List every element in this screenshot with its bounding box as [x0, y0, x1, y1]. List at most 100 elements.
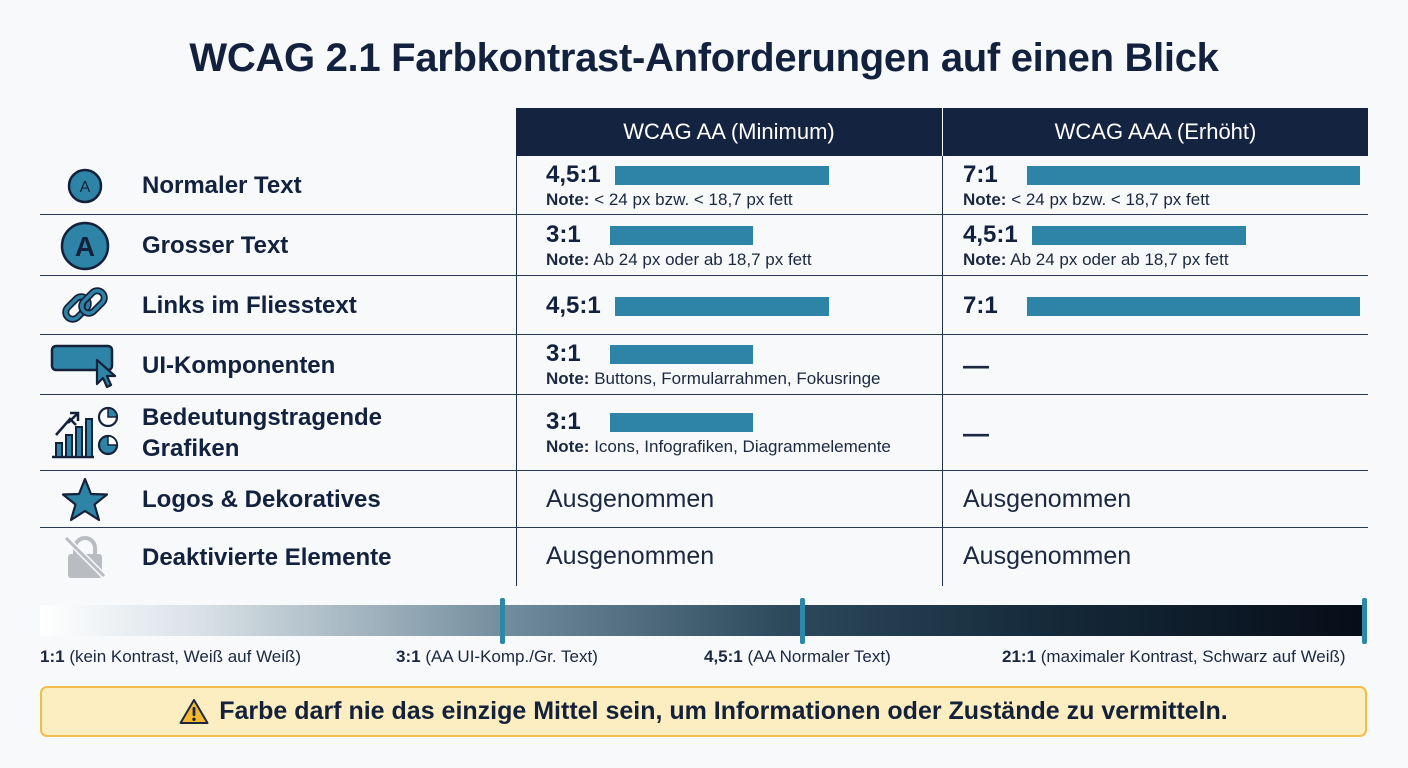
- row-label: Grosser Text: [142, 232, 289, 259]
- link-icon-wrap: [50, 276, 120, 335]
- note-text: Ab 24 px oder ab 18,7 px fett: [1010, 250, 1229, 269]
- ratio-value: 3:1: [546, 408, 581, 435]
- ratio-value: 4,5:1: [546, 292, 601, 319]
- contrast-scale-gradient: [40, 605, 1364, 636]
- excluded-label: Ausgenommen: [546, 485, 715, 513]
- scale-desc: (AA Normaler Text): [747, 647, 891, 666]
- ui-component-cursor-icon: [50, 344, 117, 388]
- cell-aaa: Ausgenommen: [963, 542, 1363, 571]
- scale-desc: (kein Kontrast, Weiß auf Weiß): [69, 647, 302, 666]
- scale-desc: (maximaler Kontrast, Schwarz auf Weiß): [1040, 647, 1346, 666]
- requirement-note: Note: Ab 24 px oder ab 18,7 px fett: [546, 250, 936, 270]
- scale-ratio: 4,5:1: [704, 647, 743, 666]
- ratio-line: 7:1: [963, 161, 1363, 189]
- contrast-bar: [610, 225, 753, 245]
- cell-aa: Ausgenommen: [546, 485, 936, 514]
- cell-aaa: Ausgenommen: [963, 485, 1363, 514]
- link-icon: [62, 286, 108, 323]
- row-label: Normaler Text: [142, 172, 302, 199]
- warning-banner: Farbe darf nie das einzige Mittel sein, …: [40, 686, 1367, 737]
- requirement-note: Note: Buttons, Formularrahmen, Fokusring…: [546, 369, 936, 389]
- scale-desc: (AA UI-Komp./Gr. Text): [425, 647, 598, 666]
- note-text: < 24 px bzw. < 18,7 px fett: [594, 190, 793, 209]
- star-icon: [61, 477, 109, 521]
- chart-icon-wrap: [50, 395, 120, 471]
- contrast-bar: [1027, 296, 1360, 316]
- table-row: A Grosser Text 3:1 Note: Ab 24 px oder ab 1…: [40, 215, 1368, 276]
- ratio-value: 4,5:1: [546, 161, 601, 188]
- cell-aa: Ausgenommen: [546, 542, 936, 571]
- svg-text:A: A: [80, 179, 91, 196]
- scale-label: 21:1 (maximaler Kontrast, Schwarz auf We…: [1002, 647, 1346, 667]
- scale-ratio: 3:1: [396, 647, 421, 666]
- note-text: Ab 24 px oder ab 18,7 px fett: [593, 250, 812, 269]
- table-row: UI-Komponenten 3:1 Note: Buttons, Formular…: [40, 335, 1368, 395]
- svg-text:A: A: [75, 231, 95, 262]
- cell-aaa: 4,5:1 Note: Ab 24 px oder ab 18,7 px fett: [963, 221, 1363, 270]
- scale-label: 3:1 (AA UI-Komp./Gr. Text): [396, 647, 598, 667]
- table-row: Bedeutungstragende Grafiken 3:1 Note: Icon…: [40, 395, 1368, 471]
- note-label: Note:: [546, 437, 590, 456]
- excluded-label: Ausgenommen: [963, 542, 1132, 570]
- column-divider-aa: [516, 156, 517, 586]
- note-text: Buttons, Formularrahmen, Fokusringe: [594, 369, 881, 388]
- scale-ratio: 1:1: [40, 647, 65, 666]
- ratio-value: 7:1: [963, 161, 998, 188]
- warning-text: Farbe darf nie das einzige Mittel sein, …: [219, 697, 1228, 725]
- requirement-note: Note: Icons, Infografiken, Diagrammeleme…: [546, 437, 936, 457]
- table-row: A Normaler Text 4,5:1 Note: < 24 px bzw. < …: [40, 156, 1368, 215]
- lock-disabled-icon: [63, 535, 107, 579]
- letter-a-small-icon-wrap: A: [50, 156, 120, 215]
- warning-icon: [179, 699, 209, 724]
- scale-ratio: 21:1: [1002, 647, 1037, 666]
- contrast-bar: [1031, 225, 1246, 245]
- cell-aa: 3:1 Note: Buttons, Formularrahmen, Fokusr…: [546, 340, 936, 389]
- contrast-bar: [614, 165, 829, 185]
- chart-icon: [52, 406, 119, 459]
- scale-label: 1:1 (kein Kontrast, Weiß auf Weiß): [40, 647, 301, 667]
- ratio-line: 3:1: [546, 221, 936, 249]
- table-row: Deaktivierte Elemente Ausgenommen Ausgenom…: [40, 528, 1368, 586]
- note-label: Note:: [963, 250, 1007, 269]
- cell-aaa: —: [963, 350, 1363, 381]
- requirement-note: Note: < 24 px bzw. < 18,7 px fett: [963, 190, 1363, 210]
- ratio-line: 4,5:1: [546, 161, 936, 189]
- note-label: Note:: [963, 190, 1007, 209]
- scale-tick: [500, 598, 505, 644]
- requirement-note: Note: < 24 px bzw. < 18,7 px fett: [546, 190, 936, 210]
- ratio-value: 3:1: [546, 221, 581, 248]
- star-icon-wrap: [50, 471, 120, 528]
- excluded-label: Ausgenommen: [963, 485, 1132, 513]
- ratio-value: 7:1: [963, 292, 998, 319]
- contrast-table: WCAG AA (Minimum) WCAG AAA (Erhöht) A Nor…: [40, 108, 1368, 586]
- ratio-value: 3:1: [546, 340, 581, 367]
- note-text: < 24 px bzw. < 18,7 px fett: [1011, 190, 1210, 209]
- note-label: Note:: [546, 369, 590, 388]
- column-divider-aaa: [942, 156, 943, 586]
- cell-aa: 4,5:1: [546, 292, 936, 320]
- cell-aaa: —: [963, 418, 1363, 449]
- row-label: Logos & Dekoratives: [142, 486, 381, 513]
- ratio-line: 3:1: [546, 408, 936, 436]
- cell-aa: 3:1 Note: Ab 24 px oder ab 18,7 px fett: [546, 221, 936, 270]
- cell-aaa: 7:1: [963, 292, 1363, 320]
- scale-label: 4,5:1 (AA Normaler Text): [704, 647, 891, 667]
- note-text: Icons, Infografiken, Diagrammelemente: [594, 437, 891, 456]
- row-label: UI-Komponenten: [142, 352, 336, 379]
- not-applicable: —: [963, 350, 989, 380]
- cell-aa: 4,5:1 Note: < 24 px bzw. < 18,7 px fett: [546, 161, 936, 210]
- excluded-label: Ausgenommen: [546, 542, 715, 570]
- note-label: Note:: [546, 190, 590, 209]
- ratio-value: 4,5:1: [963, 221, 1018, 248]
- ratio-line: 4,5:1: [546, 292, 936, 320]
- ratio-line: 4,5:1: [963, 221, 1363, 249]
- requirement-note: Note: Ab 24 px oder ab 18,7 px fett: [963, 250, 1363, 270]
- not-applicable: —: [963, 418, 989, 448]
- contrast-bar: [610, 412, 753, 432]
- table-row: Logos & Dekoratives Ausgenommen Ausgenomme…: [40, 471, 1368, 528]
- letter-a-large-icon: A: [60, 221, 110, 270]
- contrast-bar: [1027, 165, 1360, 185]
- row-label: Links im Fliesstext: [142, 292, 357, 319]
- letter-a-small-icon: A: [67, 168, 103, 203]
- row-label: Deaktivierte Elemente: [142, 544, 392, 571]
